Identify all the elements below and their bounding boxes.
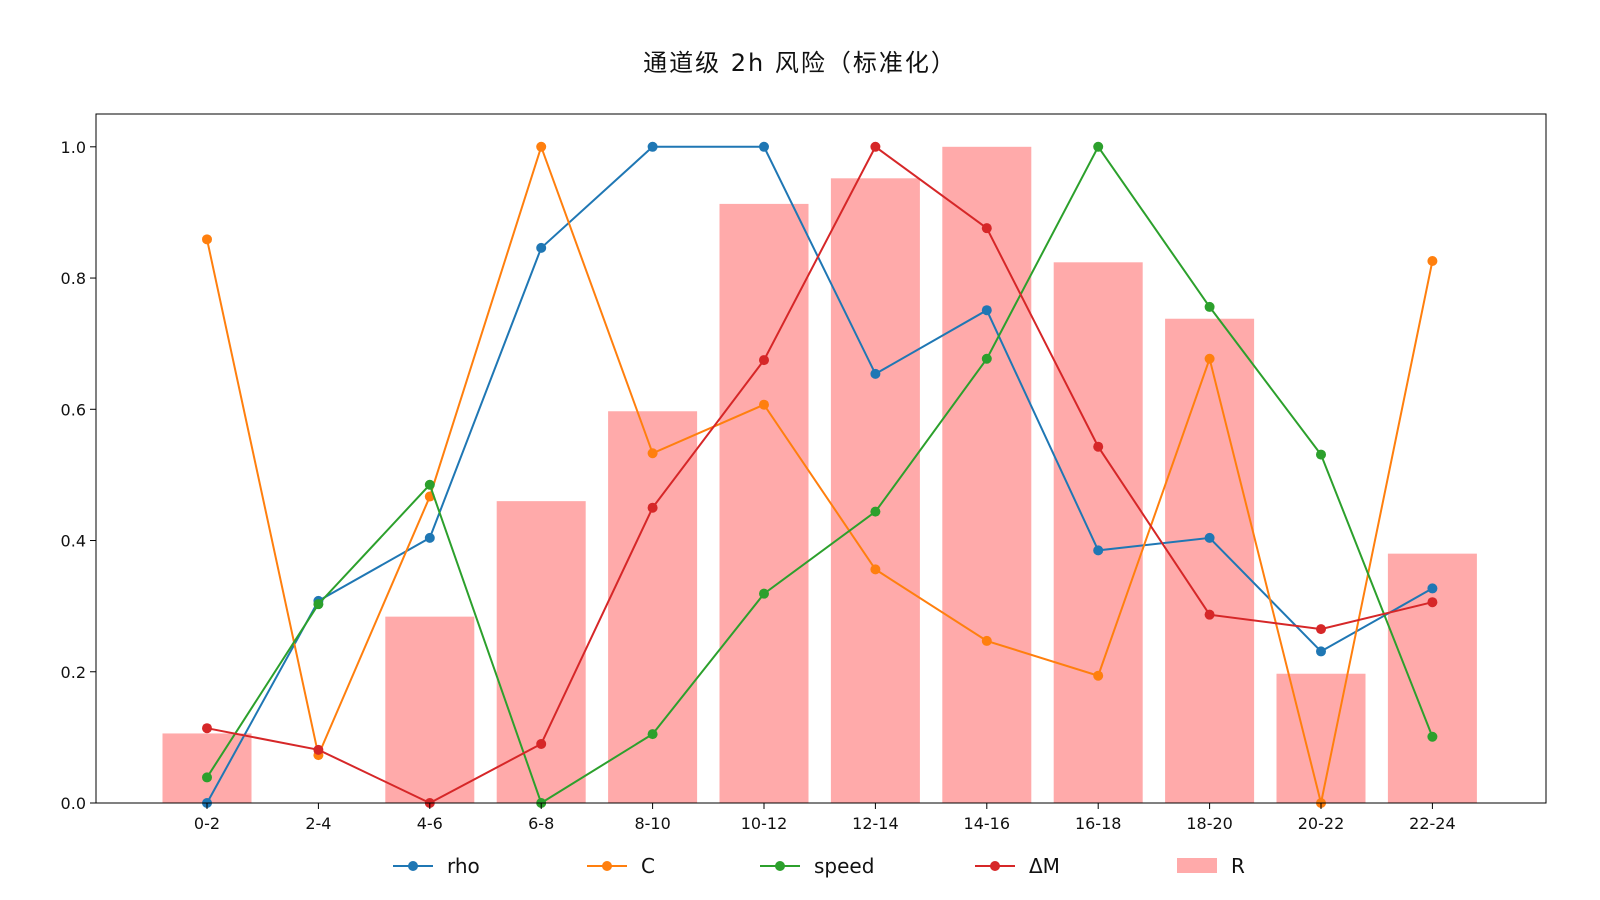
series-point-3 bbox=[1427, 597, 1438, 608]
bar-R bbox=[719, 203, 809, 804]
y-tick-label: 0.4 bbox=[61, 532, 86, 551]
series-point-1 bbox=[202, 234, 212, 245]
bar-R bbox=[830, 178, 920, 804]
bar-R bbox=[1387, 553, 1477, 803]
legend-label: C bbox=[641, 854, 655, 878]
series-point-2 bbox=[202, 772, 212, 783]
x-tick-label: 2-4 bbox=[305, 814, 331, 833]
series-point-3 bbox=[981, 223, 992, 234]
series-line-0 bbox=[206, 145, 1433, 804]
legend-label: rho bbox=[447, 854, 480, 878]
bar-R bbox=[1053, 262, 1143, 803]
series-point-3 bbox=[647, 502, 658, 513]
x-tick-label: 22-24 bbox=[1409, 814, 1456, 833]
x-tick-label: 16-18 bbox=[1075, 814, 1122, 833]
x-tick-label: 18-20 bbox=[1186, 814, 1233, 833]
series-point-3 bbox=[870, 141, 881, 152]
series-point-2 bbox=[1316, 449, 1326, 460]
series-point-0 bbox=[1316, 646, 1326, 657]
x-tick-label: 4-6 bbox=[417, 814, 443, 833]
y-tick-label: 0.2 bbox=[61, 663, 86, 682]
series-point-2 bbox=[1427, 731, 1438, 742]
series-point-3 bbox=[759, 355, 769, 366]
series-point-3 bbox=[313, 744, 324, 755]
series-point-2 bbox=[1093, 141, 1104, 152]
x-tick-label: 12-14 bbox=[852, 814, 899, 833]
series-point-1 bbox=[981, 635, 992, 646]
series-point-0 bbox=[1204, 532, 1215, 543]
legend-label: speed bbox=[814, 854, 874, 878]
series-point-0 bbox=[981, 305, 992, 316]
bar-R bbox=[608, 411, 698, 803]
legend-label: R bbox=[1231, 854, 1245, 878]
bar-R bbox=[385, 616, 475, 803]
bars-layer bbox=[162, 146, 1477, 804]
series-point-1 bbox=[870, 564, 881, 575]
series-point-2 bbox=[1204, 301, 1215, 312]
plot-frame bbox=[95, 113, 1547, 804]
series-point-0 bbox=[647, 141, 658, 152]
series-line-2 bbox=[206, 144, 1434, 805]
series-point-2 bbox=[647, 729, 658, 740]
series-point-3 bbox=[1093, 441, 1104, 452]
series-line-3 bbox=[206, 145, 1433, 805]
y-tick-label: 0.0 bbox=[61, 794, 86, 813]
series-point-0 bbox=[536, 242, 547, 253]
series-point-1 bbox=[1093, 670, 1104, 681]
legend-marker-swatch bbox=[990, 861, 1000, 871]
x-tick-label: 14-16 bbox=[964, 814, 1011, 833]
x-tick-label: 0-2 bbox=[194, 814, 220, 833]
bar-R bbox=[1165, 318, 1255, 803]
x-tick-label: 8-10 bbox=[634, 814, 670, 833]
series-point-0 bbox=[1093, 545, 1104, 556]
series-point-1 bbox=[759, 399, 769, 410]
series-point-3 bbox=[1204, 609, 1215, 620]
series-point-1 bbox=[536, 141, 547, 152]
series-point-2 bbox=[870, 506, 881, 517]
legend-label: ΔM bbox=[1029, 854, 1060, 878]
x-tick-label: 20-22 bbox=[1298, 814, 1345, 833]
series-point-1 bbox=[647, 448, 658, 459]
series-point-3 bbox=[536, 738, 547, 749]
series-point-3 bbox=[202, 723, 212, 734]
series-point-0 bbox=[1427, 583, 1438, 594]
bar-R bbox=[496, 501, 586, 803]
y-tick-label: 0.8 bbox=[61, 269, 86, 288]
chart-title: 通道级 2h 风险（标准化） bbox=[643, 49, 957, 77]
bar-R bbox=[162, 733, 252, 803]
legend-marker-swatch bbox=[775, 861, 785, 871]
bar-R bbox=[942, 146, 1032, 804]
series-line-1 bbox=[206, 143, 1434, 804]
bar-R bbox=[1276, 673, 1366, 803]
series-point-3 bbox=[1316, 624, 1326, 635]
x-tick-label: 6-8 bbox=[528, 814, 554, 833]
axes-layer: 0-2 2-4 4-6 6-8 8-10 10-12 12-14 14-16 16-18 18-2… bbox=[61, 138, 1456, 833]
series-point-1 bbox=[1204, 353, 1215, 364]
series-point-2 bbox=[981, 353, 992, 364]
legend-bar-swatch bbox=[1177, 858, 1217, 873]
y-tick-label: 0.6 bbox=[61, 400, 86, 419]
lines-layer bbox=[202, 141, 1438, 808]
series-point-1 bbox=[1427, 255, 1438, 266]
legend-marker-swatch bbox=[602, 861, 612, 871]
series-point-0 bbox=[424, 532, 435, 543]
series-point-2 bbox=[424, 479, 435, 490]
legend-marker-swatch bbox=[408, 861, 418, 871]
y-tick-label: 1.0 bbox=[61, 138, 86, 157]
series-point-2 bbox=[759, 588, 769, 599]
series-point-2 bbox=[313, 599, 324, 610]
series-point-0 bbox=[870, 368, 881, 379]
x-tick-label: 10-12 bbox=[741, 814, 788, 833]
series-point-0 bbox=[759, 141, 769, 152]
